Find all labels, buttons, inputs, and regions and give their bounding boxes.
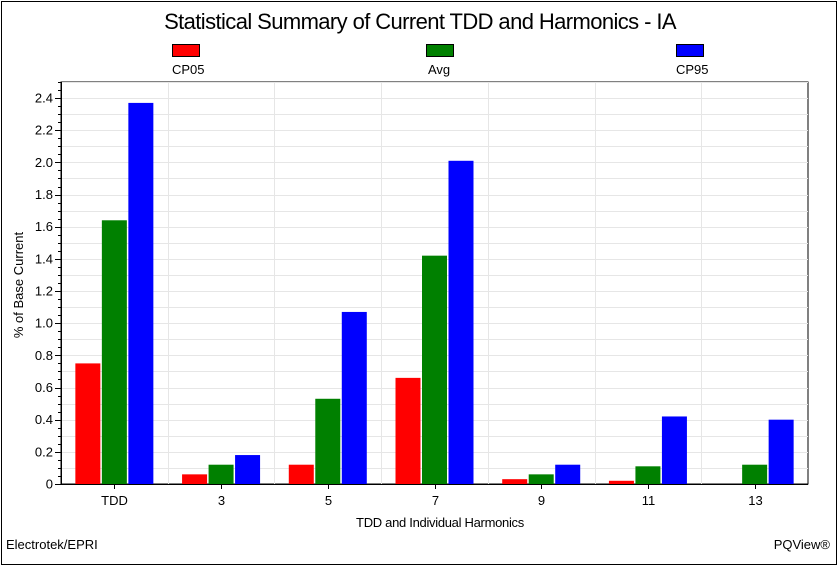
x-tick-label: 9 bbox=[538, 493, 545, 508]
legend-item-avg: Avg bbox=[426, 44, 546, 80]
x-tick-label: 13 bbox=[748, 493, 762, 508]
bar-cp05-3 bbox=[182, 474, 208, 484]
chart-title: Statistical Summary of Current TDD and H… bbox=[164, 9, 676, 34]
x-tick-label: 3 bbox=[218, 493, 225, 508]
bar-cp95-tdd bbox=[128, 102, 154, 485]
y-tick-label: 2.0 bbox=[35, 155, 53, 170]
bar-cp95-7 bbox=[448, 160, 474, 485]
y-axis-label: % of Base Current bbox=[11, 232, 26, 339]
bar-avg-5 bbox=[315, 398, 341, 484]
bar-cp05-11 bbox=[608, 480, 634, 484]
bar-cp95-9 bbox=[555, 464, 581, 484]
legend-item-cp95: CP95 bbox=[676, 44, 796, 80]
bar-avg-13 bbox=[742, 464, 768, 484]
x-tick-label: 7 bbox=[432, 493, 439, 508]
y-tick-label: 0 bbox=[46, 477, 53, 492]
legend-label-avg: Avg bbox=[428, 62, 451, 77]
y-tick-label: 1.0 bbox=[35, 316, 53, 331]
legend-swatch-cp05 bbox=[172, 44, 200, 57]
x-axis-label: TDD and Individual Harmonics bbox=[356, 515, 525, 530]
bar-cp95-11 bbox=[661, 416, 687, 484]
y-tick-label: 1.4 bbox=[35, 251, 53, 266]
bar-cp05-9 bbox=[502, 479, 528, 484]
legend-item-cp05: CP05 bbox=[172, 44, 292, 80]
y-tick-label: 0.6 bbox=[35, 380, 53, 395]
bar-avg-7 bbox=[422, 255, 447, 484]
bar-cp05-7 bbox=[395, 377, 421, 484]
y-tick-label: 0.2 bbox=[35, 444, 53, 459]
legend-swatch-cp95 bbox=[676, 44, 704, 57]
y-tick-label: 1.6 bbox=[35, 219, 53, 234]
legend-swatch-avg bbox=[426, 44, 454, 57]
y-tick-label: 1.2 bbox=[35, 284, 53, 299]
footer-credit: Electrotek/EPRI bbox=[6, 537, 98, 552]
y-tick-label: 2.2 bbox=[35, 123, 53, 138]
bar-avg-9 bbox=[528, 474, 554, 484]
bar-cp05-tdd bbox=[75, 363, 101, 484]
y-tick-label: 2.4 bbox=[35, 91, 53, 106]
bar-avg-11 bbox=[635, 466, 661, 484]
y-tick-label: 0.4 bbox=[35, 412, 53, 427]
axes: 0 0.2 0.4 0.6 0.8 1.0 1.2 1.4 1.6 1.8 2.0 2.2 2.4 TDD… bbox=[35, 82, 808, 508]
y-tick-label: 0.8 bbox=[35, 348, 53, 363]
bar-cp05-5 bbox=[288, 464, 314, 484]
x-tick-label: 5 bbox=[325, 493, 332, 508]
footer-brand: PQView® bbox=[773, 537, 830, 552]
bar-cp95-3 bbox=[235, 455, 261, 484]
bar-avg-3 bbox=[208, 464, 234, 484]
y-tick-label: 1.8 bbox=[35, 187, 53, 202]
bar-cp95-13 bbox=[768, 419, 794, 484]
legend-label-cp05: CP05 bbox=[172, 62, 205, 77]
x-tick-label: 11 bbox=[642, 493, 656, 508]
legend-label-cp95: CP95 bbox=[676, 62, 709, 77]
bar-avg-tdd bbox=[101, 220, 127, 484]
bar-cp95-5 bbox=[341, 311, 367, 484]
x-tick-label: TDD bbox=[101, 493, 128, 508]
bars bbox=[75, 102, 794, 485]
